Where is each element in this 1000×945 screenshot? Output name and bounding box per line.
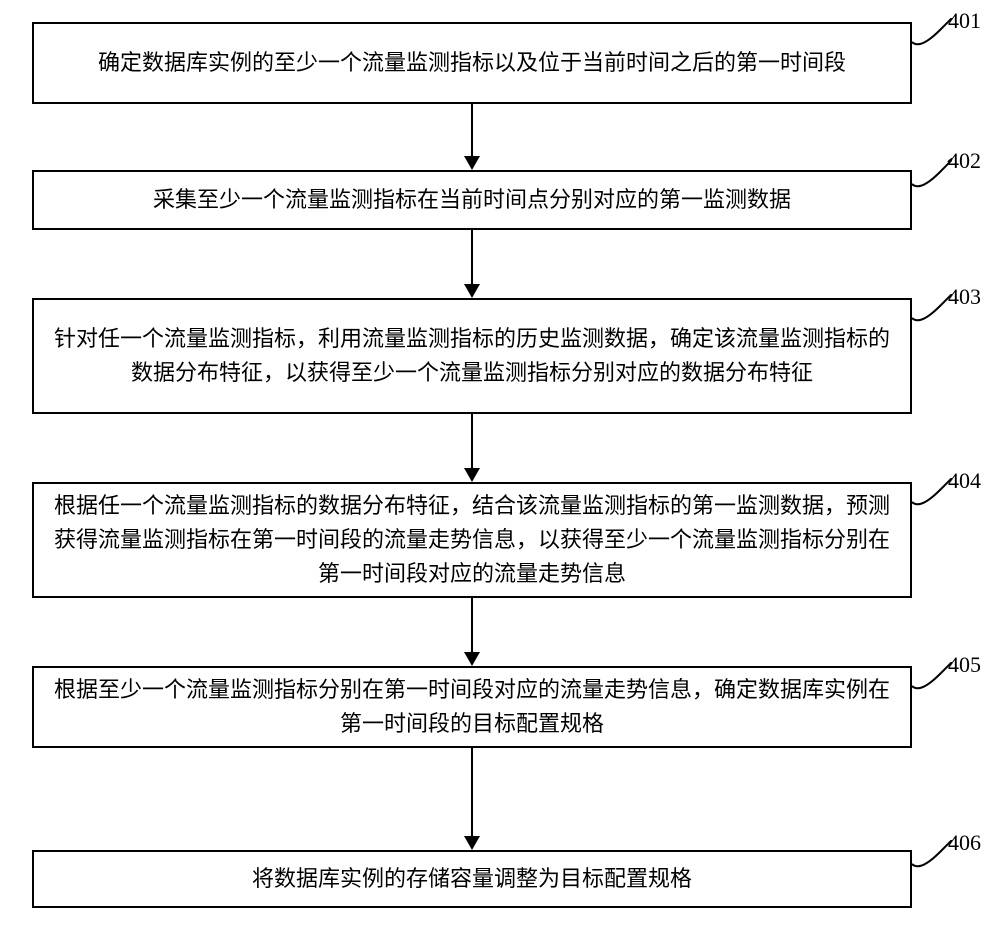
flowchart-step-label: 403 — [948, 284, 981, 310]
flowchart-step-text: 根据至少一个流量监测指标分别在第一时间段对应的流量走势信息，确定数据库实例在第一… — [52, 673, 892, 741]
flowchart-step-box: 根据至少一个流量监测指标分别在第一时间段对应的流量走势信息，确定数据库实例在第一… — [32, 666, 912, 748]
callout-line — [908, 18, 952, 46]
flowchart-step-box: 将数据库实例的存储容量调整为目标配置规格 — [32, 850, 912, 908]
flowchart-step-label: 406 — [948, 830, 981, 856]
flowchart-step-label: 405 — [948, 652, 981, 678]
flowchart-arrow — [456, 230, 488, 298]
callout-line — [908, 294, 952, 322]
flowchart-arrow — [456, 598, 488, 666]
flowchart-arrow — [456, 414, 488, 482]
flowchart-arrow — [456, 748, 488, 850]
flowchart-step-text: 确定数据库实例的至少一个流量监测指标以及位于当前时间之后的第一时间段 — [98, 46, 846, 80]
callout-line — [908, 662, 952, 690]
callout-line — [908, 158, 952, 188]
callout-line — [908, 478, 952, 506]
flowchart-step-text: 根据任一个流量监测指标的数据分布特征，结合该流量监测指标的第一监测数据，预测获得… — [52, 489, 892, 591]
flowchart-arrow — [456, 104, 488, 170]
flowchart-step-box: 确定数据库实例的至少一个流量监测指标以及位于当前时间之后的第一时间段 — [32, 22, 912, 104]
flowchart-canvas: 确定数据库实例的至少一个流量监测指标以及位于当前时间之后的第一时间段 401 采集至… — [0, 0, 1000, 945]
flowchart-step-text: 针对任一个流量监测指标，利用流量监测指标的历史监测数据，确定该流量监测指标的数据… — [52, 322, 892, 390]
flowchart-step-text: 将数据库实例的存储容量调整为目标配置规格 — [252, 862, 692, 896]
flowchart-step-label: 404 — [948, 468, 981, 494]
callout-line — [908, 840, 952, 868]
flowchart-step-box: 针对任一个流量监测指标，利用流量监测指标的历史监测数据，确定该流量监测指标的数据… — [32, 298, 912, 414]
flowchart-step-label: 401 — [948, 8, 981, 34]
flowchart-step-text: 采集至少一个流量监测指标在当前时间点分别对应的第一监测数据 — [153, 183, 791, 217]
flowchart-step-box: 采集至少一个流量监测指标在当前时间点分别对应的第一监测数据 — [32, 170, 912, 230]
flowchart-step-label: 402 — [948, 148, 981, 174]
flowchart-step-box: 根据任一个流量监测指标的数据分布特征，结合该流量监测指标的第一监测数据，预测获得… — [32, 482, 912, 598]
